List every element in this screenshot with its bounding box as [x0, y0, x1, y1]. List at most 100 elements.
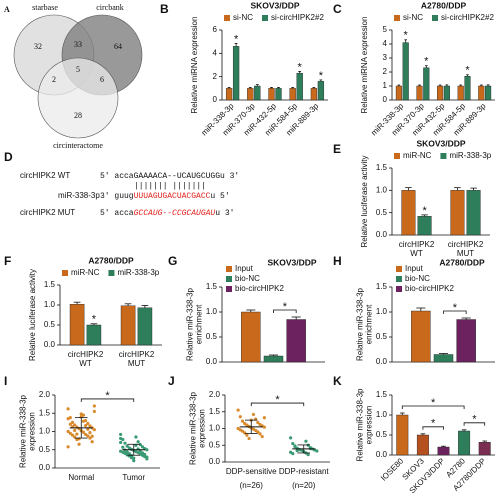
significance-mark: * — [275, 394, 280, 406]
data-point — [92, 404, 96, 408]
panel-letter: K — [333, 374, 342, 388]
sequence-panel: D circHIPK2 WT miR-338-3p circHIPK2 MUT … — [4, 150, 239, 218]
significance-mark: * — [283, 301, 288, 313]
legend-swatch — [432, 15, 438, 21]
text-line: enrichment — [365, 304, 374, 344]
significance-mark: * — [422, 205, 427, 217]
legend-swatch — [226, 266, 232, 272]
bar — [225, 88, 233, 101]
panel-letter: E — [333, 142, 341, 156]
bar — [450, 190, 465, 236]
data-point — [243, 431, 247, 435]
x-tick-label: circHIPK2 WT — [68, 350, 104, 368]
y-tick-label: 1.0 — [376, 185, 388, 194]
y-tick-label: 0 — [213, 95, 218, 104]
y-axis-label: Relative miR-338-3penrichment — [186, 287, 204, 360]
significance-bracket — [443, 310, 467, 314]
data-point — [256, 420, 260, 425]
y-tick-label: 0.0 — [376, 357, 388, 366]
legend-label: miR-NC — [71, 268, 100, 277]
y-axis-label: Relative luciferase activity — [360, 155, 369, 247]
data-point — [119, 432, 123, 437]
data-point — [125, 450, 129, 454]
bar — [310, 88, 318, 101]
text-line: expression — [28, 412, 37, 451]
panel-letter: B — [160, 2, 169, 16]
bar — [268, 88, 275, 101]
data-point — [92, 428, 96, 432]
x-tick-label: circHIPK2 MUT — [119, 350, 155, 368]
legend-swatch — [396, 286, 402, 292]
y-axis-label: Relative miR-338-3pexpression — [189, 391, 207, 464]
data-point — [86, 421, 90, 426]
y-tick-label: 1.0 — [376, 410, 388, 419]
bar — [232, 46, 240, 101]
significance-mark: * — [92, 314, 97, 326]
significance-mark: * — [431, 418, 436, 430]
bar — [417, 216, 432, 236]
region-count: 64 — [114, 42, 122, 51]
bar — [296, 72, 303, 101]
y-tick-label: 0.5 — [376, 208, 388, 217]
set-label: circinteractome — [53, 141, 103, 150]
legend-label: miR-338-3p — [117, 268, 159, 277]
bar — [478, 442, 491, 456]
legend-label: miR-NC — [403, 151, 432, 160]
region-count: 6 — [100, 75, 104, 84]
data-point — [81, 430, 86, 434]
y-tick-label: 2.0 — [209, 390, 221, 399]
data-point — [125, 444, 129, 448]
legend-label: bio-NC — [235, 274, 260, 283]
significance-bracket — [250, 402, 305, 407]
legend-swatch — [62, 270, 68, 276]
text-line: expression — [365, 406, 374, 445]
bar — [433, 354, 454, 363]
legend-label: si-NC — [233, 13, 253, 22]
data-point — [92, 409, 96, 414]
significance-mark: * — [298, 61, 303, 73]
y-tick-label: 0.5 — [376, 332, 388, 341]
y-tick-label: 0.0 — [44, 340, 56, 349]
sequence: 3' guugUUUAGUGACUACGACCu 5' — [100, 192, 230, 201]
data-point — [66, 445, 70, 449]
bar — [286, 319, 306, 363]
y-tick-label: 4 — [213, 48, 218, 57]
y-tick-label: 1.5 — [376, 163, 388, 172]
data-point — [66, 429, 70, 434]
x-tick-label: IOSE80 — [379, 456, 406, 483]
significance-mark: * — [453, 302, 458, 314]
y-tick-label: 0.0 — [209, 457, 221, 466]
data-point — [306, 453, 310, 457]
bar — [443, 85, 450, 101]
data-point — [138, 443, 142, 447]
y-tick-label: 1.0 — [44, 300, 56, 309]
significance-mark: * — [234, 33, 239, 45]
significance-bracket — [463, 422, 486, 426]
y-tick-label: 6 — [213, 25, 218, 34]
region-count: 28 — [74, 111, 82, 120]
data-point — [136, 440, 140, 444]
data-point — [88, 430, 92, 435]
bar — [137, 307, 153, 346]
y-tick-label: 1.5 — [206, 282, 218, 291]
data-point — [81, 419, 86, 423]
text-line: Relative miR-338-3p — [356, 287, 365, 360]
data-point — [291, 452, 295, 456]
chart-title: SKOV3/DDP — [416, 138, 465, 148]
y-tick-label: 0.5 — [209, 440, 221, 449]
data-point — [68, 422, 72, 426]
sequence-part: 5' acca — [100, 209, 134, 218]
sequence: 5' accaGAAAACA--UCAUGCUGGu 3' — [100, 172, 239, 181]
significance-mark: * — [105, 390, 110, 402]
chart-title: A2780/DDP — [439, 257, 485, 267]
text-line: MUT — [128, 359, 145, 368]
y-axis-label: Relative miRNA expression — [360, 17, 369, 114]
y-tick-label: 2 — [383, 67, 388, 76]
panel-letter: J — [168, 374, 175, 388]
data-point — [295, 449, 299, 453]
bar — [275, 88, 282, 101]
chart-title: A2780/DDP — [421, 0, 467, 10]
